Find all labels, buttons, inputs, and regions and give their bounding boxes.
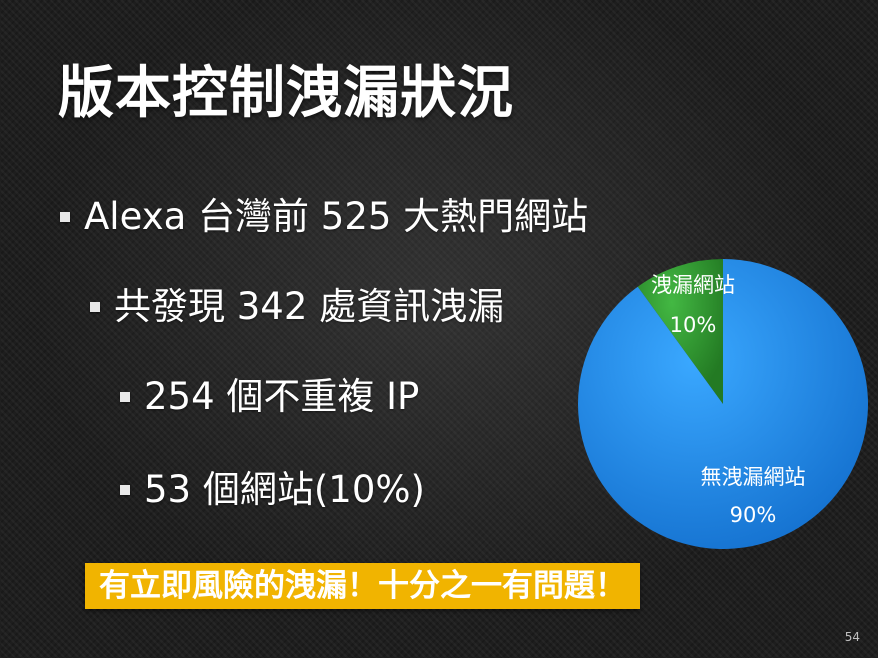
bullet-text: 共發現 342 處資訊洩漏 <box>114 285 505 328</box>
bullet-text: Alexa 台灣前 525 大熱門網站 <box>84 195 589 238</box>
bullet-level3-sites: 53 個網站(10%) <box>120 466 425 514</box>
bullet-level2: 共發現 342 處資訊洩漏 <box>90 283 504 331</box>
pie-slice-label: 無洩漏網站 <box>701 465 806 489</box>
highlight-banner: 有立即風險的洩漏！十分之一有問題！ <box>85 563 640 609</box>
bullet-level1: Alexa 台灣前 525 大熱門網站 <box>60 193 588 241</box>
page-number: 54 <box>844 630 860 644</box>
bullet-marker-icon <box>120 485 130 495</box>
pie-slice-leak <box>637 259 723 404</box>
slide-title: 版本控制洩漏狀況 <box>58 61 514 126</box>
bullet-text: 254 個不重複 IP <box>144 375 420 418</box>
bullet-marker-icon <box>60 212 70 222</box>
pie-slice-label: 洩漏網站 <box>651 273 735 297</box>
bullet-marker-icon <box>90 302 100 312</box>
bullet-level3-ip: 254 個不重複 IP <box>120 373 419 421</box>
bullet-marker-icon <box>120 392 130 402</box>
bullet-text: 53 個網站(10%) <box>144 468 425 511</box>
pie-slice-value: 90% <box>730 503 777 527</box>
pie-slice-value: 10% <box>670 313 717 337</box>
pie-slice-no-leak <box>578 259 868 549</box>
